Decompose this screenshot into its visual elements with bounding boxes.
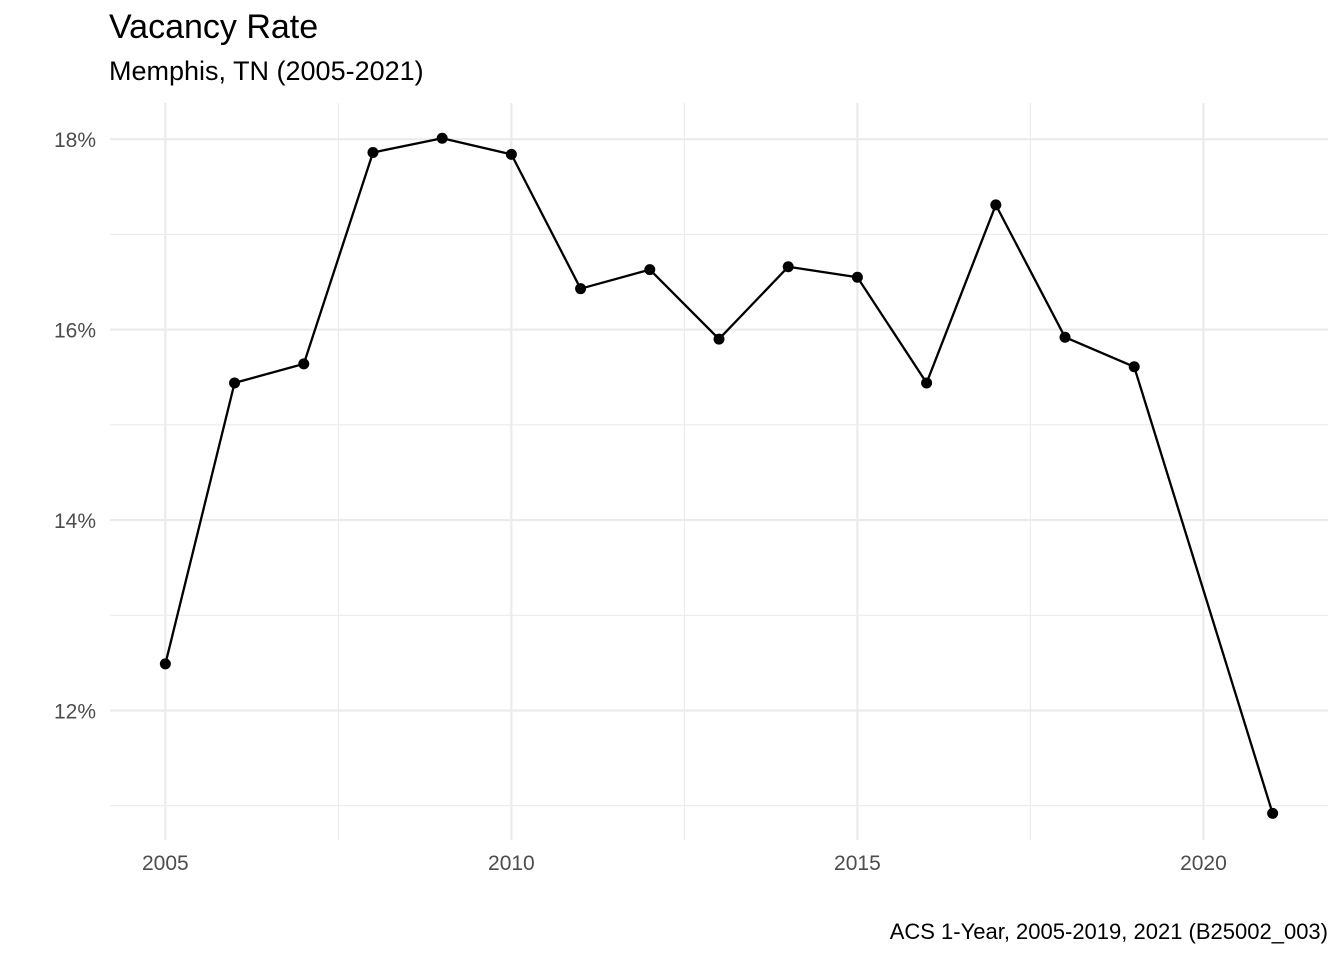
- y-tick-label: 14%: [54, 510, 96, 533]
- grid-layer: [110, 103, 1328, 840]
- line-layer: [164, 137, 1274, 814]
- series-line: [164, 137, 1274, 814]
- point-layer: [159, 132, 1279, 819]
- data-point: [921, 377, 933, 389]
- data-point: [782, 261, 794, 273]
- data-point: [575, 283, 587, 295]
- data-point: [505, 148, 517, 160]
- data-point: [1267, 807, 1279, 819]
- x-tick-label: 2010: [488, 852, 535, 875]
- data-point: [367, 147, 379, 159]
- tick-label-layer: 2005 2010 2015 2020 12% 14% 16% 18%: [54, 129, 1227, 875]
- data-point: [990, 199, 1002, 211]
- data-point: [713, 333, 725, 345]
- y-tick-label: 16%: [54, 320, 96, 343]
- chart-caption: ACS 1-Year, 2005-2019, 2021 (B25002_003): [889, 919, 1328, 944]
- data-point: [1128, 361, 1140, 373]
- data-point: [1059, 331, 1071, 343]
- chart-title: Vacancy Rate: [109, 8, 319, 46]
- chart-subtitle: Memphis, TN (2005-2021): [109, 56, 424, 86]
- data-point: [436, 132, 448, 144]
- data-point: [159, 658, 171, 670]
- y-tick-label: 12%: [54, 701, 96, 724]
- data-point: [851, 271, 863, 283]
- data-point: [644, 264, 656, 276]
- data-point: [229, 377, 241, 389]
- x-tick-label: 2020: [1180, 852, 1227, 875]
- data-point: [298, 358, 310, 370]
- x-tick-label: 2015: [834, 852, 881, 875]
- y-tick-label: 18%: [54, 129, 96, 152]
- x-tick-label: 2005: [142, 852, 189, 875]
